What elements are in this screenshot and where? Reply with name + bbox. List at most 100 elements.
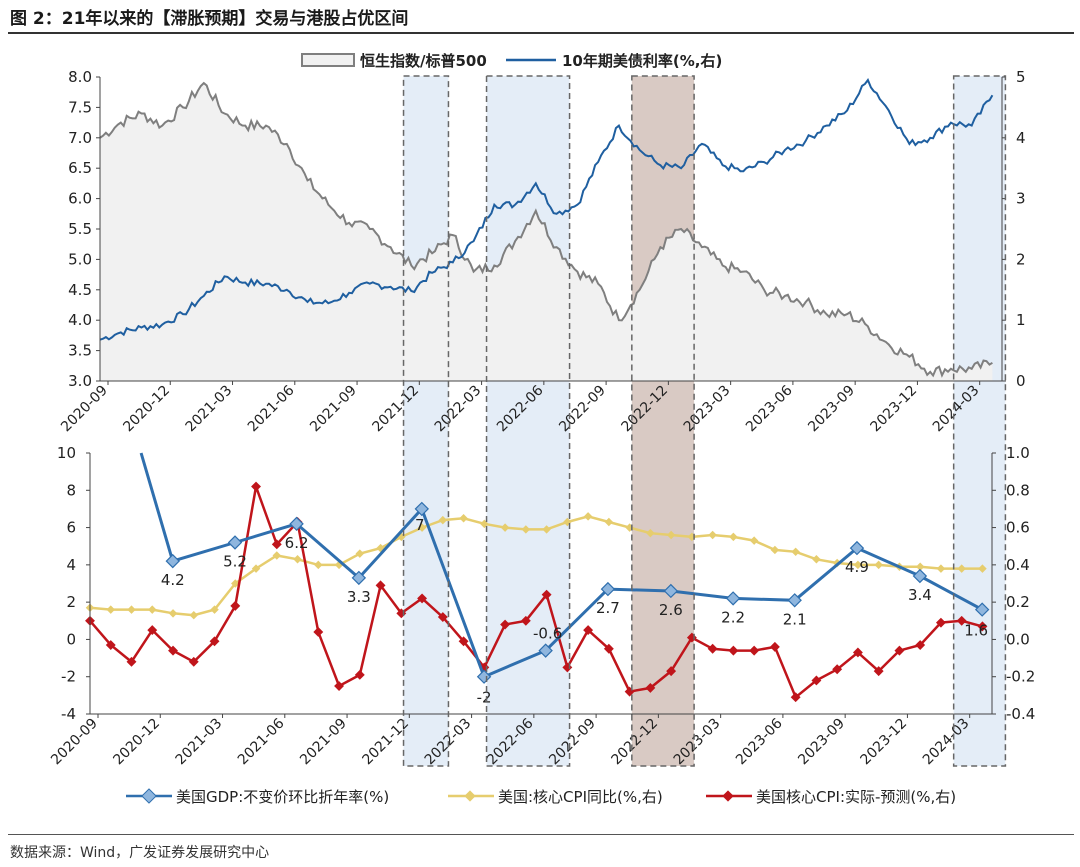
gdp-marker	[725, 591, 741, 606]
core-cpi-marker	[729, 532, 738, 542]
core-cpi-marker	[604, 517, 614, 527]
top-left-tick-label: 6.0	[68, 190, 92, 208]
core-cpi-marker	[168, 609, 178, 618]
bottom-right-tick-label: 0.0	[1006, 630, 1030, 648]
top-x-tick-label: 2023-12	[868, 383, 921, 436]
cpi-surprise-marker	[417, 593, 428, 604]
legend-cpi-surprise-label: 美国核心CPI:实际-预测(%,右)	[756, 788, 956, 806]
cpi-surprise-marker	[666, 666, 677, 677]
bottom-left-tick-label: 8	[66, 481, 76, 499]
gdp-marker	[663, 583, 679, 599]
top-left-tick-label: 4.0	[68, 311, 92, 329]
ust-10y-line	[99, 77, 994, 341]
cpi-surprise-marker	[458, 636, 469, 647]
legend-gdp-label: 美国GDP:不变价环比折年率(%)	[176, 788, 389, 806]
gdp-data-label: -2	[477, 689, 492, 707]
highlight-period-border	[952, 75, 1007, 767]
legend-cpi-surprise-marker	[722, 790, 734, 802]
bottom-left-tick-label: 0	[66, 630, 76, 648]
top-right-tick-label: 0	[1016, 372, 1026, 390]
gdp-data-label: 7	[415, 516, 425, 534]
cpi-surprise-line	[89, 481, 983, 700]
bottom-left-tick-label: -2	[61, 668, 76, 686]
legend-hsi-label: 恒生指数/标普500	[360, 52, 487, 70]
gdp-marker	[165, 553, 180, 569]
cpi-surprise-marker	[313, 627, 324, 637]
cpi-surprise-marker	[126, 656, 137, 667]
cpi-surprise-marker	[977, 621, 988, 632]
core-cpi-marker	[500, 523, 510, 532]
core-cpi-marker	[749, 536, 759, 545]
cpi-surprise-marker	[520, 615, 531, 626]
gdp-marker	[849, 540, 865, 556]
gdp-data-label: 1.6	[964, 622, 988, 640]
source-note: 数据来源：Wind，广发证券发展研究中心	[10, 845, 270, 861]
top-x-tick-label: 2020-09	[58, 383, 111, 436]
core-cpi-marker	[770, 545, 780, 555]
top-left-tick-label: 7.0	[68, 129, 92, 147]
bottom-right-tick-label: -0.4	[1006, 705, 1035, 723]
cpi-surprise-marker	[915, 640, 926, 650]
gdp-marker	[414, 501, 430, 517]
highlight-period-shade	[486, 76, 570, 766]
cpi-surprise-marker	[769, 641, 780, 652]
gdp-marker	[787, 593, 802, 608]
bottom-right-tick-label: 1.0	[1006, 444, 1030, 462]
top-left-tick-label: 6.5	[68, 159, 92, 177]
top-x-tick-label: 2023-06	[743, 382, 796, 435]
figure-title: 图 2：21年以来的【滞胀预期】交易与港股占优区间	[10, 9, 409, 29]
legend-ust-label: 10年期美债利率(%,右)	[562, 52, 722, 70]
bottom-right-tick-label: -0.2	[1006, 668, 1035, 686]
bottom-right-tick-label: 0.4	[1006, 556, 1030, 574]
highlight-period-border	[402, 75, 450, 767]
top-right-tick-label: 4	[1016, 129, 1026, 147]
legend-hsi-swatch	[301, 53, 355, 67]
core-cpi-marker	[791, 547, 800, 557]
cpi-surprise-marker	[728, 645, 739, 656]
legends: 恒生指数/标普500 10年期美债利率(%,右) 美国GDP:不变价环比折年率(%)…	[126, 52, 956, 806]
cpi-surprise-marker	[251, 481, 261, 492]
bottom-right-tick-label: 0.6	[1006, 519, 1030, 537]
gdp-marker	[289, 516, 304, 532]
cpi-surprise-marker	[935, 617, 946, 628]
core-cpi-marker	[417, 523, 427, 532]
cpi-surprise-marker	[375, 580, 386, 591]
highlight-periods	[403, 76, 1006, 766]
bottom-x-tick-label: 2023-12	[858, 716, 911, 769]
top-left-tick-label: 5.0	[68, 250, 92, 268]
core-cpi-marker	[272, 551, 282, 560]
hsi-spx-line	[99, 81, 993, 378]
cpi-surprise-marker	[271, 539, 282, 550]
top-x-tick-label: 2021-06	[245, 382, 298, 435]
gdp-data-label: 3.3	[347, 588, 371, 606]
highlight-period-shade	[403, 76, 449, 766]
bottom-x-tick-label: 2021-03	[173, 716, 226, 769]
gdp-data-label: 4.2	[161, 571, 185, 589]
core-cpi-marker	[915, 562, 925, 571]
cpi-surprise-marker	[811, 675, 822, 686]
core-cpi-marker	[708, 530, 717, 540]
cpi-surprise-marker	[437, 612, 448, 623]
core-cpi-marker	[583, 512, 593, 521]
gdp-data-label: 6.2	[285, 534, 309, 552]
bottom-x-tick-label: 2023-06	[733, 715, 786, 768]
cpi-surprise-marker	[500, 619, 511, 630]
highlight-borders	[402, 75, 1007, 767]
core-cpi-marker	[314, 560, 323, 570]
source-divider	[8, 834, 1074, 835]
title-divider	[8, 32, 1074, 34]
core-cpi-marker	[459, 514, 468, 523]
legend-gdp-marker	[141, 788, 157, 804]
bottom-x-tick-label: 2020-09	[48, 716, 101, 769]
bottom-x-tick-label: 2020-12	[110, 716, 163, 769]
gdp-data-label: 5.2	[223, 552, 247, 570]
cpi-surprise-marker	[541, 589, 552, 600]
bottom-right-tick-label: 0.8	[1006, 481, 1030, 499]
bottom-left-tick-label: 2	[66, 593, 76, 611]
top-x-tick-label: 2021-03	[183, 383, 236, 436]
core-cpi-marker	[106, 605, 115, 614]
top-right-tick-label: 3	[1016, 190, 1026, 208]
highlight-period-border	[485, 75, 571, 767]
bottom-right-tick-label: 0.2	[1006, 593, 1030, 611]
gdp-marker	[600, 581, 616, 597]
